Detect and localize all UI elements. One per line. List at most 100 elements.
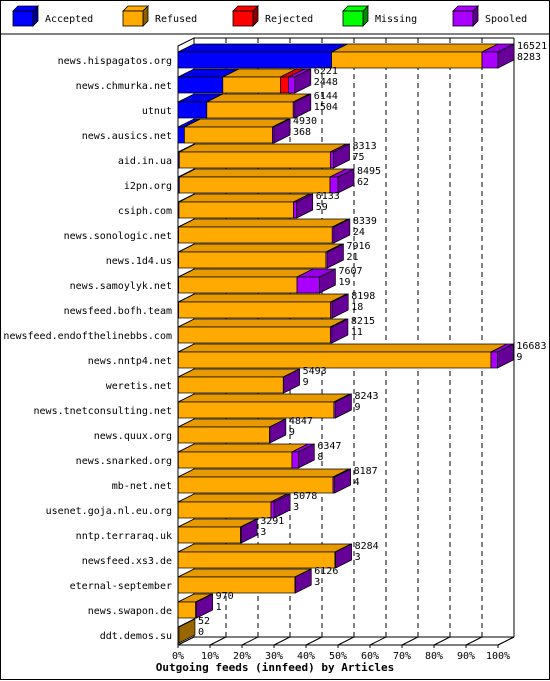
feed-name-label: news.tnetconsulting.net [34,406,172,417]
legend-item-rejected: Rejected [233,6,313,26]
feed-name-label: ddt.demos.su [100,631,172,642]
feed-name-label: aid.in.ua [118,156,172,167]
bar-segment-spooled [297,277,319,293]
feed-name-label: news.ausics.net [82,131,172,142]
legend-item-refused: Refused [123,6,197,26]
legend-swatch [123,11,143,26]
feed-accepted-label: 62 [357,177,369,188]
feed-accepted-label: 59 [316,202,328,213]
bar-segment-refused [178,427,269,443]
feed-total-label: 6133 [316,191,340,202]
bar-top-refused [179,244,342,252]
bar-top-refused [178,394,350,402]
feed-name-label: csiph.com [118,206,172,217]
bar-top-refused [178,569,311,577]
feed-accepted-label: 9 [354,402,360,413]
x-tick-label: 90% [457,651,475,662]
feed-name-label: news.chmurka.net [76,81,172,92]
bar-top-refused [178,544,351,552]
bar-segment-refused [178,352,491,368]
legend-item-spooled: Spooled [453,6,527,26]
bar-top-accepted [178,44,348,52]
feed-name-label: weretis.net [106,381,172,392]
feed-total-label: 7607 [338,266,362,277]
feed-total-label: 4930 [293,116,317,127]
legend-swatch [233,11,253,26]
bar-top-refused [178,369,299,377]
bar-segment-refused [179,177,330,193]
bar-segment-refused [223,77,281,93]
feed-name-label: nntp.terraraq.uk [76,531,172,542]
feed-name-label: eternal-september [70,581,172,592]
bar-top-refused [179,294,347,302]
bar-segment-rejected [280,77,288,93]
bar-segment-spooled [482,52,498,68]
bar-segment-spooled [294,202,297,218]
feed-accepted-label: 368 [293,127,311,138]
legend-swatch [13,11,33,26]
bar-segment-accepted [178,102,207,118]
bar-top-refused [184,119,288,127]
feed-accepted-label: 3 [260,527,266,538]
feed-accepted-label: 0 [198,627,204,638]
bar-segment-refused [178,602,196,618]
feed-accepted-label: 3 [314,577,320,588]
feed-accepted-label: 8 [317,452,323,463]
feed-total-label: 8495 [357,166,381,177]
feed-total-label: 970 [216,591,234,602]
feed-name-label: mb-net.net [112,481,172,492]
feed-name-label: utnut [142,106,172,117]
bar-top-refused [178,344,507,352]
bar-segment-refused [179,252,326,268]
feed-name-label: news.snarked.org [76,456,172,467]
x-tick-label: 70% [393,651,411,662]
feed-total-label: 8187 [354,466,378,477]
feed-accepted-label: 9 [516,352,522,363]
feed-accepted-label: 4 [354,477,360,488]
legend-item-accepted: Accepted [13,6,93,26]
feed-total-label: 3291 [260,516,284,527]
bar-top-refused [179,169,346,177]
bar-segment-refused [178,527,240,543]
legend-label: Rejected [265,14,313,25]
x-axis-ticks: 0%10%20%30%40%50%60%70%80%90%100% [172,645,510,662]
bar-segment-spooled [330,152,333,168]
bar-top-refused [178,494,287,502]
feed-accepted-label: 19 [338,277,350,288]
feed-total-label: 8339 [353,216,377,227]
feed-accepted-label: 3 [355,552,361,563]
feed-name-label: news.sonologic.net [64,231,172,242]
feed-total-label: 16683 [516,341,546,352]
feed-total-label: 6221 [314,66,338,77]
feed-total-label: 16521 [517,41,547,52]
bar-segment-refused [178,577,295,593]
feed-total-label: 8313 [353,141,377,152]
bar-segment-refused [178,452,292,468]
legend-label: Refused [155,14,197,25]
feed-total-label: 5078 [293,491,317,502]
feed-name-label: news.hispagatos.org [58,56,172,67]
bar-segment-accepted [178,77,223,93]
bar-top-refused [178,444,308,452]
feed-accepted-label: 2448 [314,77,338,88]
feed-accepted-label: 9 [289,427,295,438]
feed-accepted-label: 8283 [517,52,541,63]
feed-accepted-label: 18 [351,302,363,313]
bar-segment-refused [178,552,335,568]
legend-label: Spooled [485,14,527,25]
bar-top-refused [207,94,309,102]
feed-accepted-label: 11 [351,327,363,338]
